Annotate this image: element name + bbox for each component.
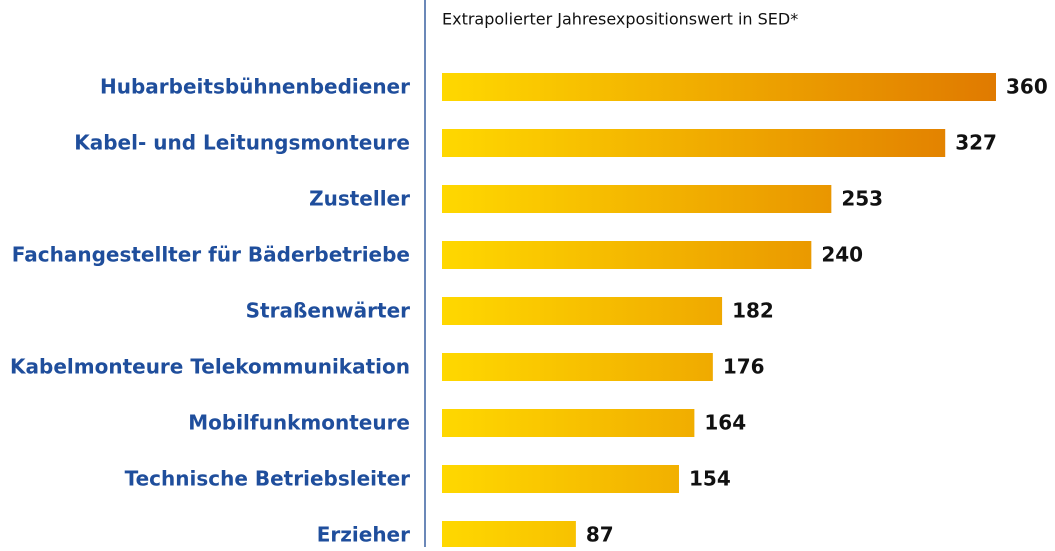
bar [442,241,812,269]
value-label: 176 [723,355,765,379]
chart-title: Extrapolierter Jahresexpositionswert in … [442,10,798,29]
category-label: Hubarbeitsbühnenbediener [100,75,410,99]
value-label: 154 [689,467,731,491]
value-label: 240 [821,243,863,267]
value-label: 360 [1006,75,1048,99]
category-label: Kabelmonteure Telekommunikation [10,355,410,379]
bar [442,353,713,381]
value-label: 182 [732,299,774,323]
category-label: Mobilfunkmonteure [188,411,410,435]
bar [442,409,695,437]
bar [442,73,996,101]
value-label: 327 [955,131,997,155]
value-label: 87 [586,523,614,547]
value-label: 164 [704,411,746,435]
category-label: Zusteller [309,187,410,211]
category-label: Erzieher [317,523,410,547]
bar [442,465,679,493]
bar [442,297,723,325]
category-label: Kabel- und Leitungsmonteure [74,131,410,155]
category-label: Fachangestellter für Bäderbetriebe [12,243,410,267]
value-label: 253 [841,187,883,211]
bar [442,129,946,157]
bar [442,521,576,549]
bar [442,185,832,213]
category-label: Straßenwärter [246,299,410,323]
category-label: Technische Betriebsleiter [125,467,411,491]
